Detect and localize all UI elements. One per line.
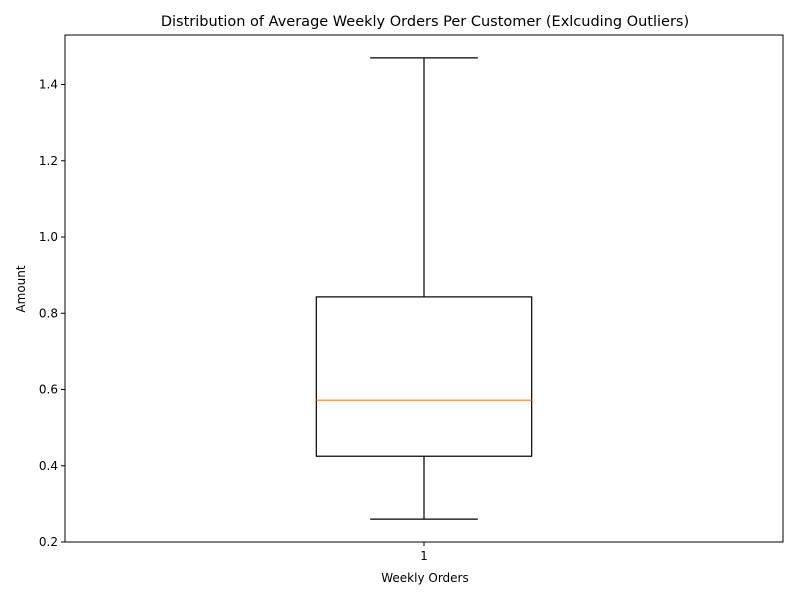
y-tick-label: 0.6 (39, 383, 58, 397)
plot-area: 0.2 0.4 0.6 0.8 1.0 1.2 1.4 1 (39, 57, 533, 563)
axes-frame (64, 34, 784, 543)
y-tick-label: 0.8 (39, 306, 58, 320)
y-tick-label: 1.2 (39, 154, 58, 168)
x-axis-label: Weekly Orders (381, 571, 468, 585)
y-tick-label: 1.0 (39, 230, 58, 244)
chart-title: Distribution of Average Weekly Orders Pe… (161, 14, 689, 30)
y-tick-label: 0.4 (39, 459, 58, 473)
y-tick-label: 0.2 (39, 535, 58, 549)
interquartile-box (315, 296, 533, 457)
x-tick-label: 1 (420, 549, 428, 563)
y-axis-label: Amount (14, 265, 28, 312)
y-tick-label: 1.4 (39, 78, 58, 92)
